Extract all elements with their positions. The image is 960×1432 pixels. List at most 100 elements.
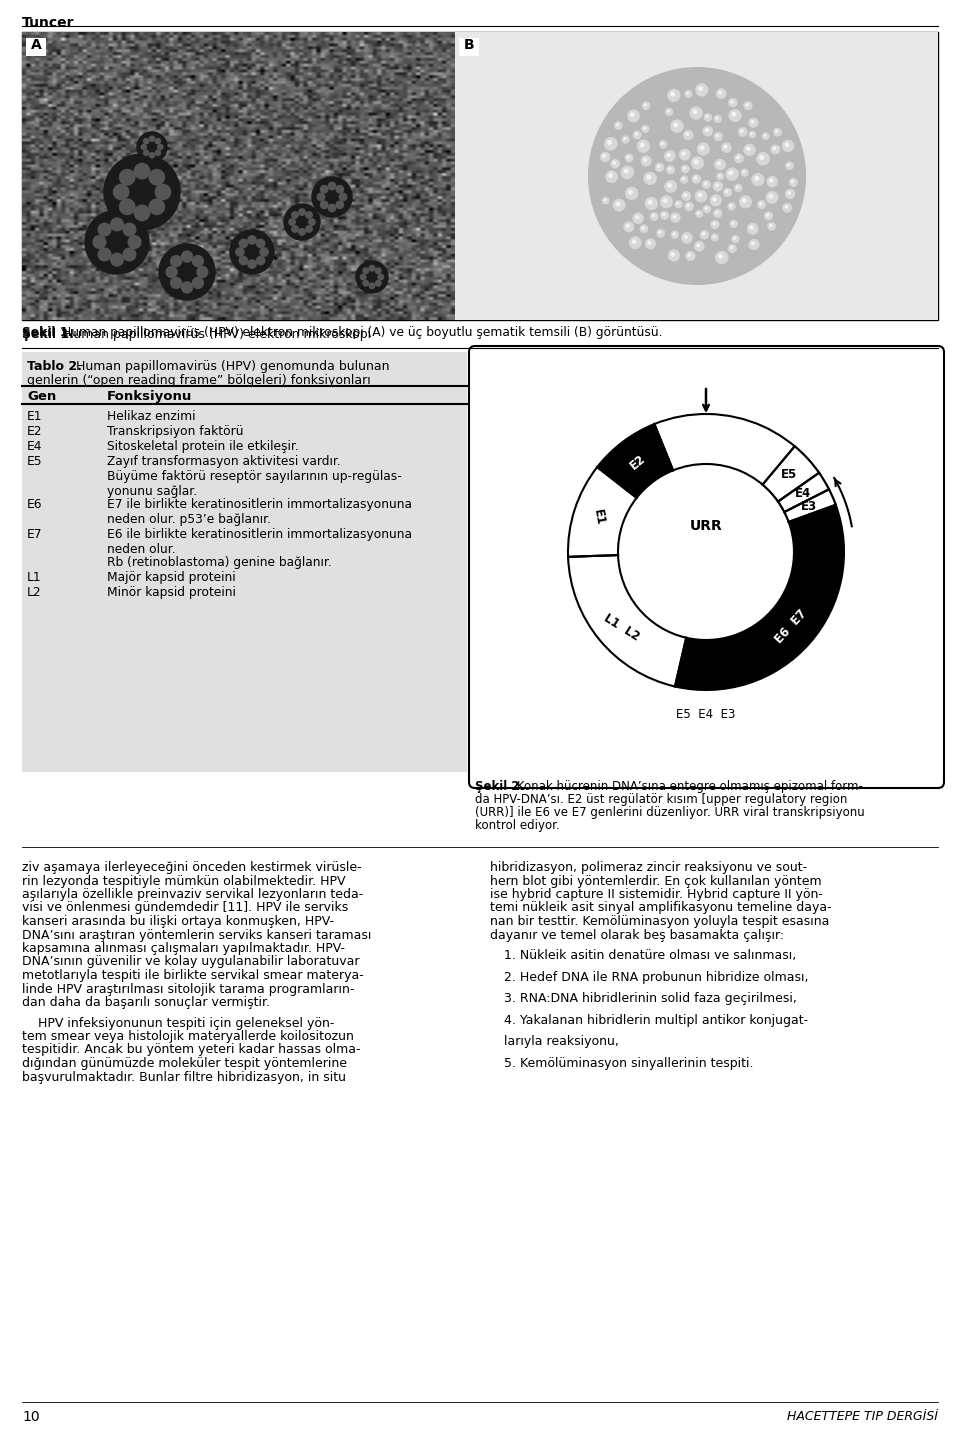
Text: metotlarıyla tespiti ile birlikte servikal smear materya-: metotlarıyla tespiti ile birlikte servik… — [22, 969, 364, 982]
Text: başvurulmaktadır. Bunlar filtre hibridizasyon, in situ: başvurulmaktadır. Bunlar filtre hibridiz… — [22, 1071, 346, 1084]
Circle shape — [704, 182, 708, 185]
Circle shape — [180, 251, 193, 262]
Circle shape — [327, 203, 336, 212]
Circle shape — [763, 135, 766, 137]
Circle shape — [718, 90, 722, 95]
Text: E2: E2 — [628, 451, 648, 473]
Circle shape — [679, 149, 690, 160]
Circle shape — [298, 208, 306, 216]
Circle shape — [749, 225, 754, 229]
Circle shape — [730, 221, 737, 228]
Circle shape — [684, 193, 687, 196]
Text: L2: L2 — [27, 586, 41, 599]
Circle shape — [704, 113, 712, 122]
Circle shape — [335, 200, 345, 209]
Circle shape — [600, 152, 610, 162]
Text: DNA’sını araştıran yöntemlerin serviks kanseri taraması: DNA’sını araştıran yöntemlerin serviks k… — [22, 928, 372, 941]
Text: ziv aşamaya ilerleyeceğini önceden kestirmek virüsle-: ziv aşamaya ilerleyeceğini önceden kesti… — [22, 861, 362, 874]
Text: Büyüme faktörü reseptör sayılarının up-regülas-
yonunu sağlar.: Büyüme faktörü reseptör sayılarının up-r… — [107, 470, 401, 498]
Circle shape — [312, 178, 352, 218]
Circle shape — [785, 189, 795, 199]
Circle shape — [694, 242, 704, 251]
Circle shape — [703, 126, 713, 136]
Text: L1: L1 — [27, 571, 41, 584]
Text: Sitoskeletal protein ile etkileşir.: Sitoskeletal protein ile etkileşir. — [107, 440, 299, 453]
Circle shape — [140, 143, 147, 150]
Circle shape — [671, 120, 684, 132]
Text: Şekil 1.: Şekil 1. — [22, 326, 73, 339]
Circle shape — [374, 279, 382, 286]
Circle shape — [85, 211, 149, 274]
Circle shape — [149, 136, 156, 142]
Circle shape — [747, 223, 758, 235]
Circle shape — [691, 156, 704, 169]
Circle shape — [787, 163, 790, 166]
Circle shape — [327, 182, 336, 190]
Circle shape — [742, 198, 747, 203]
Circle shape — [740, 129, 744, 133]
Text: kanseri arasında bu ilişki ortaya konmuşken, HPV-: kanseri arasında bu ilişki ortaya konmuş… — [22, 915, 334, 928]
Text: Rb (retinoblastoma) genine bağlanır.: Rb (retinoblastoma) genine bağlanır. — [107, 556, 332, 569]
Circle shape — [685, 251, 695, 261]
Circle shape — [671, 231, 679, 239]
Circle shape — [687, 253, 691, 256]
Circle shape — [641, 125, 649, 133]
Circle shape — [374, 268, 382, 275]
Circle shape — [749, 117, 758, 127]
Text: Zayıf transformasyon aktivitesi vardır.: Zayıf transformasyon aktivitesi vardır. — [107, 455, 341, 468]
Text: Human papillomavirüs (HPV) elektron mikroskopi: Human papillomavirüs (HPV) elektron mikr… — [60, 328, 375, 341]
Bar — [455, 32, 938, 319]
Circle shape — [255, 256, 265, 265]
Circle shape — [284, 203, 320, 241]
Circle shape — [692, 109, 697, 115]
Circle shape — [644, 172, 657, 185]
Circle shape — [625, 153, 634, 162]
Circle shape — [668, 168, 671, 170]
Circle shape — [611, 159, 619, 168]
Circle shape — [646, 175, 651, 179]
Circle shape — [298, 228, 306, 236]
Circle shape — [713, 182, 723, 192]
Circle shape — [607, 140, 612, 145]
Circle shape — [660, 142, 664, 145]
Text: 1. Nükleik asitin denatüre olması ve salınması,: 1. Nükleik asitin denatüre olması ve sal… — [504, 949, 796, 962]
Text: dayanır ve temel olarak beş basamakta çalışır:: dayanır ve temel olarak beş basamakta ça… — [490, 928, 784, 941]
Circle shape — [702, 180, 710, 189]
Text: hibridizasyon, polimeraz zincir reaksiyonu ve sout-: hibridizasyon, polimeraz zincir reaksiyo… — [490, 861, 807, 874]
Circle shape — [645, 198, 658, 211]
Text: Fonksiyonu: Fonksiyonu — [107, 390, 192, 402]
Text: Şekil 1.: Şekil 1. — [22, 328, 74, 341]
Text: E1: E1 — [590, 508, 607, 526]
Circle shape — [239, 239, 249, 248]
Circle shape — [143, 149, 150, 156]
Text: Şekil 2.: Şekil 2. — [475, 780, 524, 793]
Circle shape — [724, 145, 728, 149]
Circle shape — [635, 133, 638, 136]
Circle shape — [698, 86, 703, 92]
Circle shape — [155, 149, 161, 156]
Circle shape — [729, 245, 736, 252]
Circle shape — [589, 67, 805, 284]
Circle shape — [670, 252, 675, 256]
Circle shape — [670, 213, 680, 222]
Circle shape — [230, 231, 274, 274]
Circle shape — [692, 175, 701, 183]
Circle shape — [682, 165, 689, 173]
Circle shape — [317, 192, 325, 202]
Circle shape — [639, 142, 645, 147]
Text: HACETTEPE TIP DERGİSİ: HACETTEPE TIP DERGİSİ — [787, 1411, 938, 1423]
Circle shape — [682, 178, 684, 180]
Circle shape — [685, 132, 689, 136]
Circle shape — [681, 176, 688, 183]
Circle shape — [112, 183, 130, 200]
Circle shape — [684, 202, 693, 211]
Text: L1  L2: L1 L2 — [602, 611, 642, 643]
Circle shape — [766, 213, 769, 216]
Circle shape — [356, 261, 388, 294]
Circle shape — [625, 188, 638, 200]
Text: E7 ile birlikte keratinositlerin immortalizasyonuna
neden olur. p53’e bağlanır.: E7 ile birlikte keratinositlerin immorta… — [107, 498, 412, 526]
Circle shape — [633, 213, 643, 223]
Circle shape — [123, 222, 136, 236]
Text: 3. RNA:DNA hibridlerinin solid faza geçirilmesi,: 3. RNA:DNA hibridlerinin solid faza geçi… — [504, 992, 797, 1005]
Circle shape — [728, 203, 735, 211]
